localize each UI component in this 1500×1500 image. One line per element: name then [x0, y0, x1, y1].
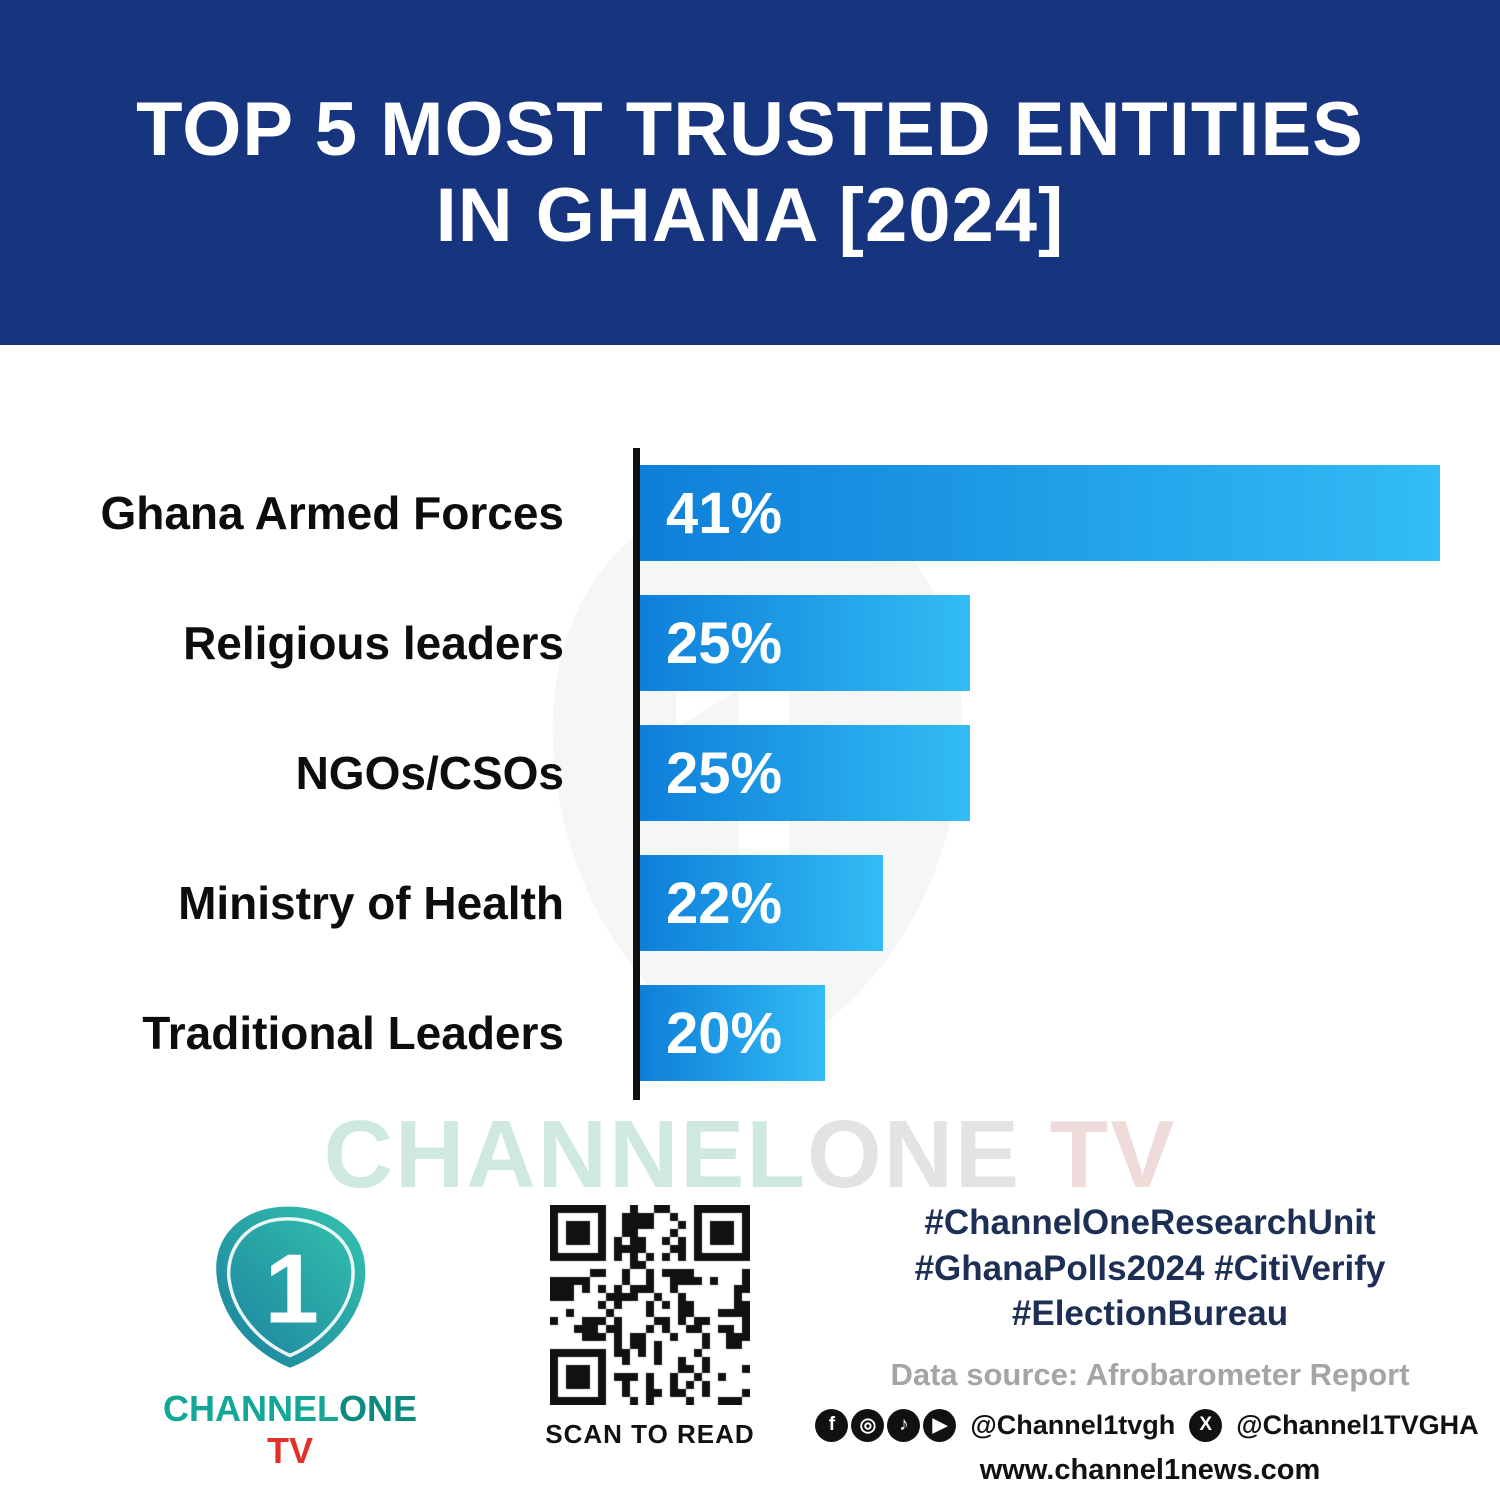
watermark-one: ONE — [806, 1101, 1021, 1208]
facebook-icon: f — [815, 1408, 849, 1442]
website-url: www.channel1news.com — [979, 1453, 1321, 1486]
value-label: 22% — [666, 870, 783, 936]
x-twitter-icon: X — [1189, 1408, 1223, 1442]
chart-row: Ministry of Health 22% — [0, 838, 1500, 968]
watermark-channel: CHANNEL — [323, 1101, 807, 1208]
hashtag-line: #GhanaPolls2024 #CitiVerify — [914, 1248, 1386, 1288]
hashtag-line: #ChannelOneResearchUnit — [924, 1203, 1376, 1242]
footer-info: #ChannelOneResearchUnit #GhanaPolls2024 … — [815, 1200, 1479, 1487]
social-row: f ◎ ♪ ▶ @Channel1tvgh X @Channel1TVGHA — [815, 1408, 1479, 1442]
page-title-line1: TOP 5 MOST TRUSTED ENTITIES — [136, 87, 1364, 173]
category-label: Religious leaders — [183, 617, 564, 669]
channel-one-logo: 1 CHANNELONE TV — [140, 1198, 440, 1472]
bar-ghana-armed-forces: 41% — [640, 465, 1440, 561]
chart-row: Religious leaders 25% — [0, 578, 1500, 708]
social-handle-x: @Channel1TVGHA — [1236, 1409, 1479, 1440]
header-banner: TOP 5 MOST TRUSTED ENTITIES IN GHANA [20… — [0, 0, 1500, 345]
bar-ministry-of-health: 22% — [640, 855, 883, 951]
page-title-line2: IN GHANA [2024] — [435, 172, 1065, 258]
chart-row: Traditional Leaders 20% — [0, 968, 1500, 1098]
tiktok-icon: ♪ — [887, 1408, 921, 1442]
brand-wordmark: CHANNELONE TV — [140, 1388, 440, 1472]
chart-row: Ghana Armed Forces 41% — [0, 448, 1500, 578]
svg-text:1: 1 — [264, 1233, 319, 1343]
social-handle-main: @Channel1tvgh — [970, 1409, 1176, 1440]
brand-channel: CHANNEL — [162, 1388, 339, 1429]
brand-text-watermark: CHANNELONE TV — [0, 1100, 1500, 1210]
hashtag-line: #ElectionBureau — [1011, 1294, 1289, 1333]
brand-tv: TV — [266, 1430, 313, 1471]
value-label: 41% — [666, 480, 783, 546]
qr-caption: SCAN TO READ — [545, 1419, 755, 1449]
data-source-text: Data source: Afrobarometer Report — [890, 1356, 1410, 1392]
watermark-tv: TV — [1021, 1101, 1177, 1208]
brand-one: ONE — [338, 1388, 417, 1429]
category-label: NGOs/CSOs — [295, 747, 564, 799]
value-label: 25% — [666, 610, 783, 676]
category-label: Ministry of Health — [178, 877, 564, 929]
chart-axis-line — [633, 448, 640, 1100]
social-icon-cluster: f ◎ ♪ ▶ — [815, 1408, 957, 1442]
qr-code — [550, 1205, 750, 1405]
hashtags: #ChannelOneResearchUnit #GhanaPolls2024 … — [860, 1200, 1440, 1337]
channel-one-logo-icon: 1 — [216, 1206, 366, 1368]
value-label: 20% — [666, 1000, 783, 1066]
bar-religious-leaders: 25% — [640, 595, 970, 691]
instagram-icon: ◎ — [851, 1408, 885, 1442]
bar-traditional-leaders: 20% — [640, 985, 825, 1081]
category-label: Traditional Leaders — [142, 1007, 564, 1059]
chart-row: NGOs/CSOs 25% — [0, 708, 1500, 838]
category-label: Ghana Armed Forces — [100, 487, 564, 539]
youtube-icon: ▶ — [923, 1408, 957, 1442]
bar-ngos-csos: 25% — [640, 725, 970, 821]
qr-block: SCAN TO READ — [545, 1205, 755, 1450]
value-label: 25% — [666, 740, 783, 806]
bar-chart: Ghana Armed Forces 41% Religious leaders… — [0, 448, 1500, 1098]
